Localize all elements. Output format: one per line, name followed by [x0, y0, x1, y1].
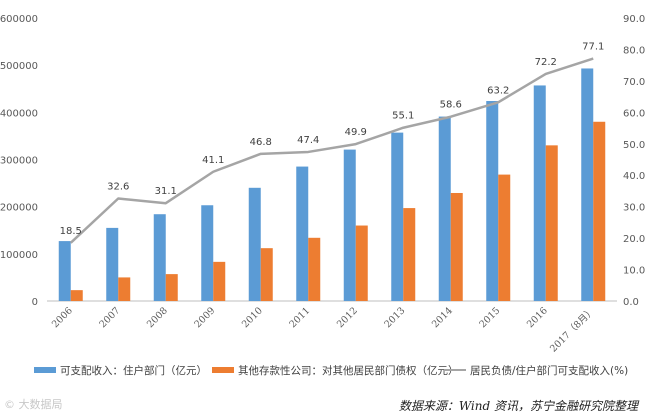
legend-label-income: 可支配收入：住户部门（亿元） — [60, 364, 207, 377]
bar-income — [581, 68, 594, 302]
bar-income — [58, 241, 71, 301]
bar-income — [248, 187, 261, 301]
x-tick-label: 2015 — [477, 305, 502, 330]
y-axis-right: 0.0 10.0 20.0 30.0 40.0 50.0 60.0 70.0 80.0 90.0 — [623, 14, 645, 308]
y-right-tick-label: 40.0 — [623, 171, 645, 182]
bar-debt — [165, 274, 178, 301]
legend-swatch-ratio — [444, 369, 466, 371]
legend: 可支配收入：住户部门（亿元） 其他存款性公司：对其他居民部门债权（亿元） 居民负… — [34, 362, 634, 378]
line-data-label: 63.2 — [487, 85, 509, 96]
x-tick-label: 2006 — [50, 305, 75, 330]
chart-area: 0 100000 200000 300000 400000 500000 600000 0.… — [0, 14, 645, 355]
bar-income — [153, 214, 166, 301]
y-right-tick-label: 30.0 — [623, 203, 645, 214]
y-right-tick-label: 70.0 — [623, 77, 645, 88]
bar-income — [106, 227, 119, 301]
y-right-tick-label: 20.0 — [623, 234, 645, 245]
legend-item-income: 可支配收入：住户部门（亿元） — [34, 362, 207, 378]
x-tick-label: 2010 — [240, 305, 265, 330]
y-left-tick-label: 0 — [32, 297, 38, 308]
legend-swatch-debt — [212, 367, 234, 373]
x-tick-label: 2007 — [97, 305, 122, 330]
watermark: © 大数据局 — [4, 398, 63, 411]
line-data-label: 77.1 — [582, 42, 604, 53]
bar-income — [486, 101, 499, 301]
line-data-label: 46.8 — [250, 137, 272, 148]
y-right-tick-label: 90.0 — [623, 14, 645, 25]
x-tick-label: 2012 — [335, 305, 360, 330]
bar-debt — [498, 174, 511, 301]
legend-item-ratio: 居民负债/住户部门可支配收入(%) — [444, 362, 628, 378]
legend-label-ratio: 居民负债/住户部门可支配收入(%) — [470, 364, 629, 377]
y-right-tick-label: 0.0 — [623, 297, 639, 308]
bar-debt — [450, 192, 463, 301]
bar-debt — [118, 277, 131, 301]
line-data-labels: 18.5 32.6 31.1 41.1 46.8 47.4 49.9 55.1 58.6 63.2… — [60, 42, 605, 237]
legend-label-debt: 其他存款性公司：对其他居民部门债权（亿元） — [238, 364, 459, 377]
x-tick-label: 2017（8月） — [547, 305, 597, 355]
y-left-tick-label: 100000 — [0, 250, 38, 261]
y-right-tick-label: 80.0 — [623, 45, 645, 56]
bar-debt — [593, 121, 606, 302]
bar-income — [343, 149, 356, 301]
line-data-label: 31.1 — [155, 186, 177, 197]
y-right-tick-label: 60.0 — [623, 108, 645, 119]
y-left-tick-label: 300000 — [0, 156, 38, 167]
legend-swatch-income — [34, 367, 56, 373]
bar-income — [533, 85, 546, 301]
x-tick-label: 2016 — [525, 305, 550, 330]
x-tick-label: 2014 — [430, 305, 455, 330]
line-series-ratio — [69, 57, 594, 244]
bar-debt — [70, 290, 83, 301]
y-right-tick-label: 50.0 — [623, 140, 645, 151]
source-note: 数据来源：Wind 资讯，苏宁金融研究院整理 — [398, 399, 638, 413]
x-tick-label: 2013 — [382, 305, 407, 330]
bar-income — [438, 116, 451, 301]
bar-series-debt — [70, 121, 606, 302]
x-tick-label: 2009 — [192, 305, 217, 330]
line-ratio — [69, 57, 594, 244]
x-axis: 2006 2007 2008 2009 2010 2011 2012 2013 2014 2015… — [50, 305, 597, 355]
line-data-label: 32.6 — [107, 181, 129, 192]
y-left-tick-label: 600000 — [0, 14, 38, 25]
line-data-label: 58.6 — [440, 100, 462, 111]
bar-income — [296, 166, 309, 301]
bar-debt — [403, 208, 416, 301]
y-right-tick-label: 10.0 — [623, 266, 645, 277]
line-data-label: 47.4 — [297, 135, 319, 146]
line-data-label: 41.1 — [202, 155, 224, 166]
y-axis-left: 0 100000 200000 300000 400000 500000 600000 — [0, 14, 38, 308]
legend-item-debt: 其他存款性公司：对其他居民部门债权（亿元） — [212, 362, 459, 378]
bar-series-income — [58, 68, 594, 302]
bar-income — [201, 205, 214, 301]
bar-debt — [355, 225, 368, 301]
bar-debt — [260, 248, 273, 301]
line-data-label: 18.5 — [60, 226, 82, 237]
y-left-tick-label: 200000 — [0, 203, 38, 214]
bar-debt — [213, 261, 226, 301]
y-left-tick-label: 500000 — [0, 61, 38, 72]
bar-debt — [308, 237, 321, 301]
bar-debt — [545, 145, 558, 301]
line-data-label: 55.1 — [392, 111, 414, 122]
x-tick-label: 2011 — [287, 305, 312, 330]
line-data-label: 72.2 — [535, 57, 557, 68]
y-left-tick-label: 400000 — [0, 108, 38, 119]
x-tick-label: 2008 — [145, 305, 170, 330]
line-data-label: 49.9 — [345, 127, 367, 138]
bar-income — [391, 132, 404, 301]
